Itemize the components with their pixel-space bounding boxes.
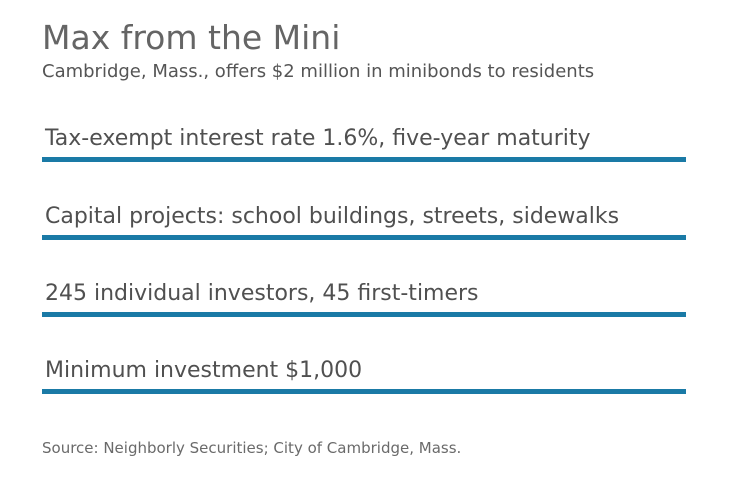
- source-note: Source: Neighborly Securities; City of C…: [42, 439, 462, 457]
- fact-text: Minimum investment $1,000: [45, 358, 363, 383]
- page-subtitle: Cambridge, Mass., offers $2 million in m…: [42, 61, 595, 82]
- fact-divider: [42, 389, 686, 394]
- fact-text: 245 individual investors, 45 first-timer…: [45, 281, 479, 306]
- fact-divider: [42, 235, 686, 240]
- fact-divider: [42, 312, 686, 317]
- fact-divider: [42, 157, 686, 162]
- page-title: Max from the Mini: [42, 18, 341, 57]
- fact-text: Capital projects: school buildings, stre…: [45, 204, 620, 229]
- fact-text: Tax-exempt interest rate 1.6%, five-year…: [45, 126, 591, 151]
